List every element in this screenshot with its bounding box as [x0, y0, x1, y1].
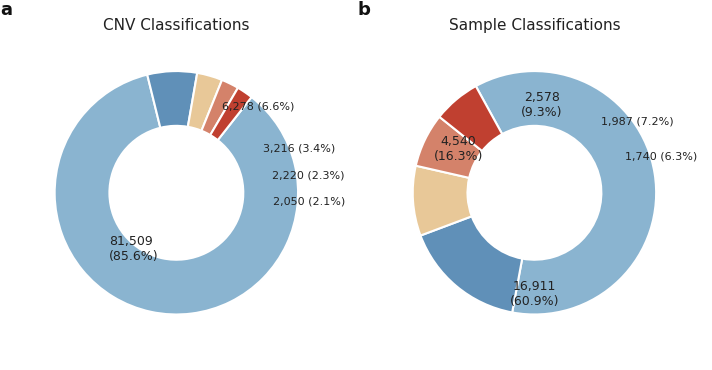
Text: 2,050 (2.1%): 2,050 (2.1%) [273, 196, 345, 206]
Text: b: b [358, 1, 371, 19]
Text: 2,578
(9.3%): 2,578 (9.3%) [521, 91, 562, 120]
Title: Sample Classifications: Sample Classifications [449, 17, 620, 33]
Wedge shape [476, 71, 656, 314]
Text: 2,220 (2.3%): 2,220 (2.3%) [272, 171, 345, 181]
Wedge shape [439, 86, 502, 151]
Wedge shape [201, 80, 238, 135]
Title: CNV Classifications: CNV Classifications [103, 17, 250, 33]
Wedge shape [55, 75, 298, 314]
Wedge shape [210, 88, 251, 140]
Wedge shape [421, 216, 522, 312]
Text: 81,509
(85.6%): 81,509 (85.6%) [109, 235, 159, 263]
Wedge shape [147, 71, 197, 128]
Text: 16,911
(60.9%): 16,911 (60.9%) [510, 280, 559, 309]
Text: 3,216 (3.4%): 3,216 (3.4%) [263, 144, 335, 154]
Text: a: a [0, 1, 12, 19]
Text: 4,540
(16.3%): 4,540 (16.3%) [434, 135, 483, 163]
Text: 1,740 (6.3%): 1,740 (6.3%) [624, 151, 697, 161]
Wedge shape [188, 73, 222, 131]
Wedge shape [413, 166, 472, 236]
Wedge shape [416, 117, 482, 178]
Text: 6,278 (6.6%): 6,278 (6.6%) [222, 102, 295, 112]
Text: 1,987 (7.2%): 1,987 (7.2%) [601, 117, 674, 127]
